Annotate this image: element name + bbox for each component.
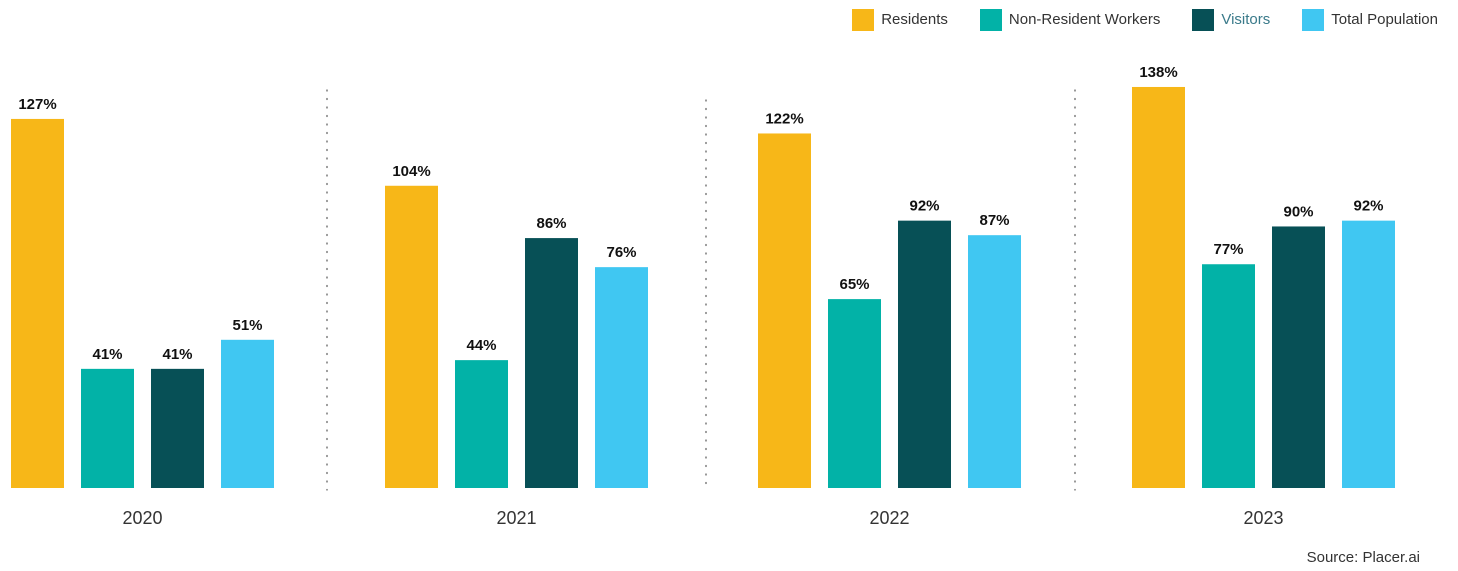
data-label-total-population-2022: 87% <box>979 212 1009 229</box>
data-label-visitors-2022: 92% <box>909 198 939 215</box>
bar-non-resident-workers-2021 <box>455 360 508 488</box>
legend-swatch <box>1192 9 1215 31</box>
data-label-residents-2020: 127% <box>18 96 56 113</box>
data-label-visitors-2020: 41% <box>162 346 192 363</box>
data-label-total-population-2021: 76% <box>606 244 636 261</box>
source-note: Source: Placer.ai <box>1306 549 1420 566</box>
data-label-non-resident-workers-2023: 77% <box>1213 241 1243 258</box>
legend-item-total-population: Total Population <box>1302 9 1438 31</box>
legend-item-non-resident-workers: Non-Resident Workers <box>979 9 1161 31</box>
legend-label: Non-Resident Workers <box>1008 11 1161 28</box>
data-label-residents-2022: 122% <box>765 110 803 127</box>
legend-swatch <box>979 9 1002 31</box>
data-label-visitors-2023: 90% <box>1283 203 1313 220</box>
data-label-total-population-2020: 51% <box>232 317 262 334</box>
legend-label: Total Population <box>1331 11 1438 28</box>
legend-swatch <box>1302 9 1325 31</box>
bar-visitors-2020 <box>151 368 204 488</box>
bar-visitors-2023 <box>1272 226 1325 488</box>
bar-visitors-2022 <box>898 220 951 488</box>
bar-total-population-2020 <box>221 339 274 488</box>
data-label-visitors-2021: 86% <box>536 215 566 232</box>
bar-total-population-2021 <box>595 267 648 488</box>
bar-residents-2021 <box>385 185 438 488</box>
legend-item-visitors: Visitors <box>1192 9 1270 31</box>
data-label-residents-2021: 104% <box>392 163 430 180</box>
bar-non-resident-workers-2023 <box>1202 264 1255 488</box>
category-label-2020: 2020 <box>122 508 162 528</box>
data-label-non-resident-workers-2021: 44% <box>466 337 496 354</box>
bar-residents-2023 <box>1132 86 1185 489</box>
chart-legend: Residents Non-Resident Workers Visitors Tot… <box>820 9 1438 31</box>
category-label-2022: 2022 <box>869 508 909 528</box>
bar-total-population-2023 <box>1342 220 1395 488</box>
data-label-non-resident-workers-2022: 65% <box>839 276 869 293</box>
bar-total-population-2022 <box>968 235 1021 488</box>
legend-label: Visitors <box>1221 11 1271 28</box>
category-label-2021: 2021 <box>496 508 536 528</box>
bar-residents-2020 <box>11 118 64 489</box>
data-label-non-resident-workers-2020: 41% <box>92 346 122 363</box>
legend-item-residents: Residents <box>852 9 948 31</box>
data-label-total-population-2023: 92% <box>1353 198 1383 215</box>
bar-visitors-2021 <box>525 238 578 488</box>
legend-swatch <box>852 9 875 31</box>
category-label-2023: 2023 <box>1243 508 1283 528</box>
bar-non-resident-workers-2022 <box>828 299 881 488</box>
data-label-residents-2023: 138% <box>1139 64 1177 81</box>
legend-label: Residents <box>881 11 948 28</box>
bar-residents-2022 <box>758 133 811 488</box>
bar-non-resident-workers-2020 <box>81 368 134 488</box>
